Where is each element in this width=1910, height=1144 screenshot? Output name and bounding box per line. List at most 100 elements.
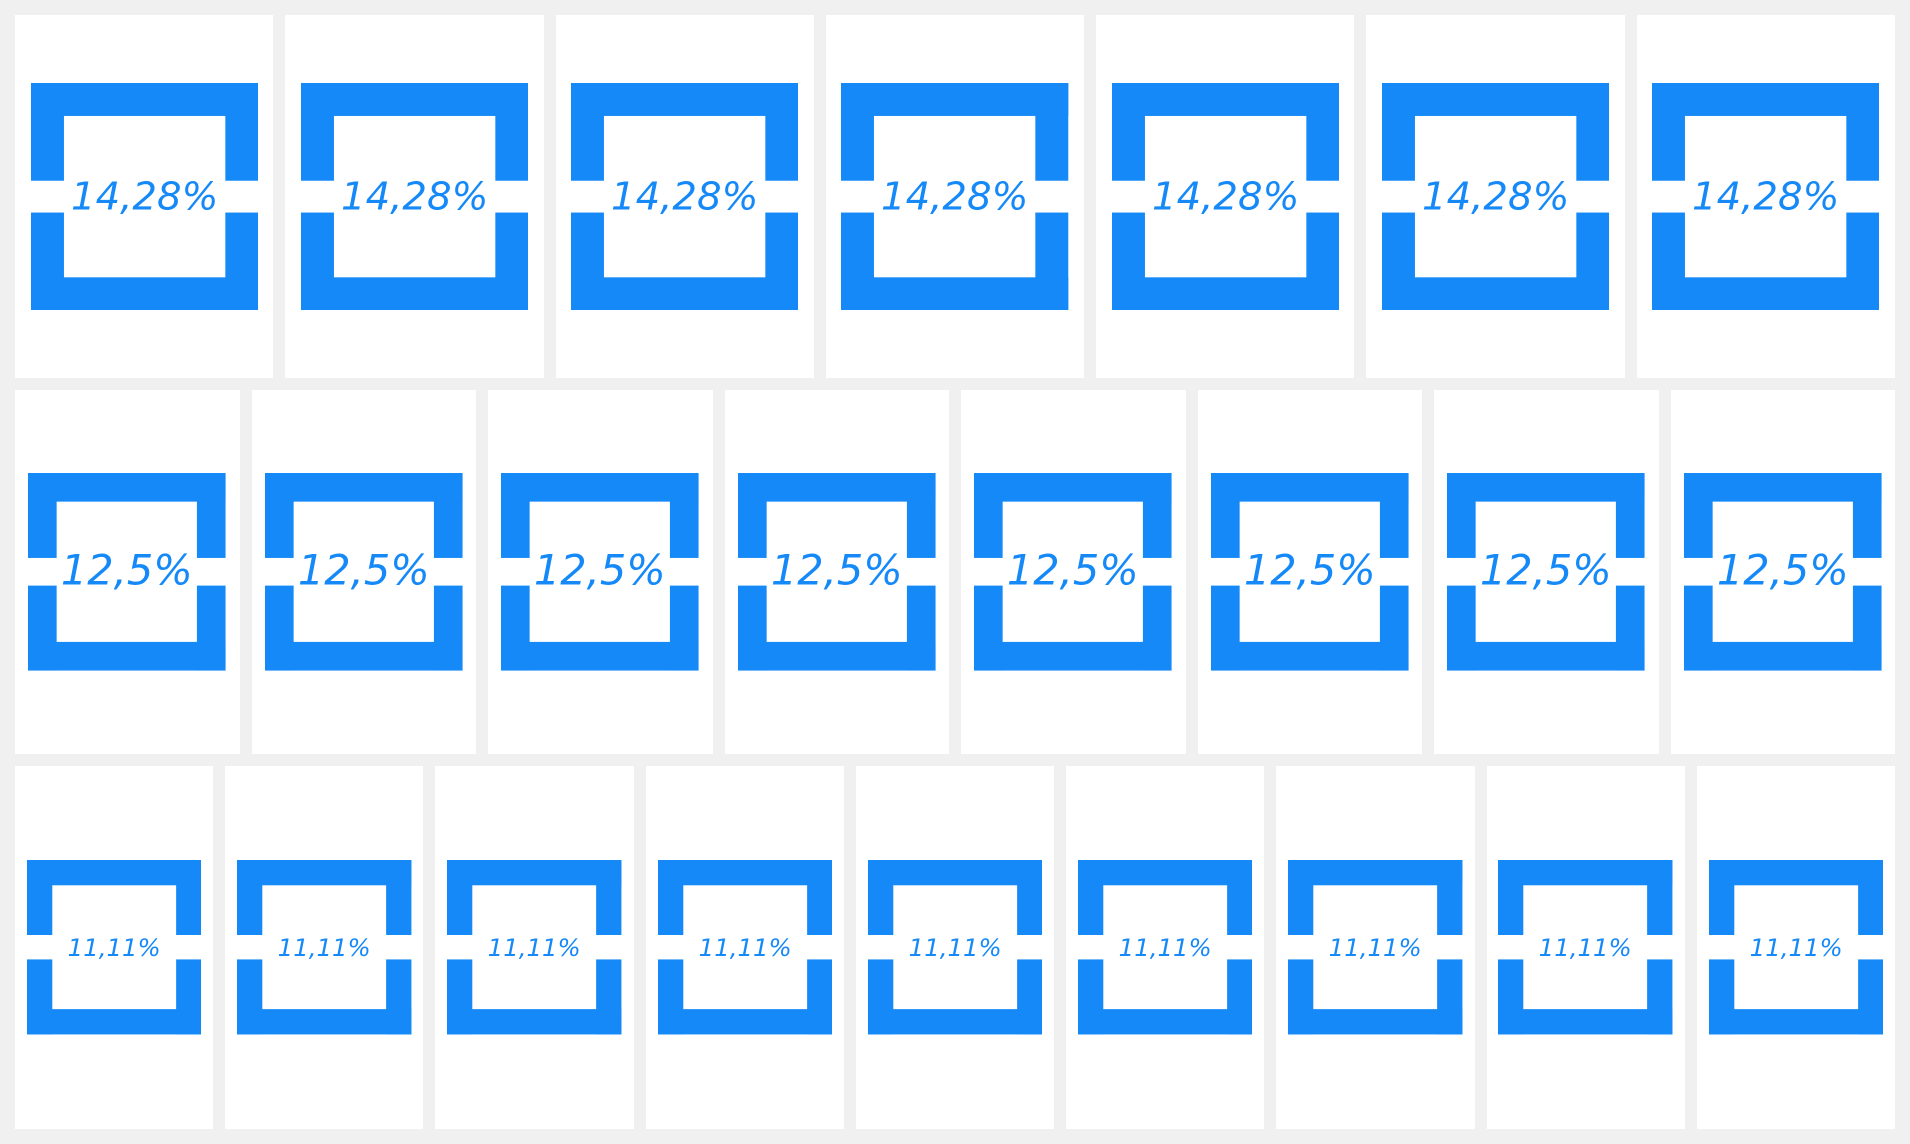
icon-bar bbox=[657, 1009, 832, 1035]
percentage-label: 11,11% bbox=[1119, 933, 1212, 962]
icon-bar bbox=[30, 83, 64, 181]
percentage-label: 12,5% bbox=[1007, 546, 1139, 595]
icon-bar bbox=[596, 959, 622, 1035]
icon-bar bbox=[1077, 860, 1104, 936]
icon-bar bbox=[867, 860, 894, 936]
icon-bar bbox=[237, 959, 263, 1035]
icon-bar bbox=[28, 585, 58, 671]
icon-bar bbox=[300, 83, 334, 181]
icon-bar bbox=[1708, 1009, 1884, 1035]
icon-bar bbox=[1498, 959, 1524, 1035]
icon-bar bbox=[1647, 959, 1673, 1035]
icon-bar bbox=[1708, 860, 1734, 936]
icon-bar bbox=[197, 473, 227, 559]
icon-bar bbox=[386, 959, 412, 1035]
icon-bar bbox=[237, 860, 412, 886]
icon-bar bbox=[501, 473, 700, 502]
icon-bar bbox=[1035, 83, 1069, 181]
icon-bar bbox=[1652, 212, 1686, 311]
icon-bar bbox=[1111, 212, 1145, 311]
percentage-label: 14,28% bbox=[1152, 174, 1299, 219]
icon-bar bbox=[28, 642, 227, 671]
icon-bar bbox=[867, 1009, 1043, 1035]
percentage-label: 14,28% bbox=[611, 174, 758, 219]
grid-cell: 14,28% bbox=[825, 15, 1085, 379]
grid-cell: 11,11% bbox=[1486, 765, 1685, 1129]
icon-bar bbox=[974, 585, 1004, 671]
grid-cell: 11,11% bbox=[645, 765, 844, 1129]
icon-bar bbox=[224, 212, 258, 311]
icon-bar bbox=[1576, 212, 1610, 311]
icon-bar bbox=[1379, 473, 1409, 559]
icon-bar bbox=[30, 277, 258, 311]
grid-cell: 11,11% bbox=[1696, 765, 1895, 1129]
icon-bar bbox=[1288, 1009, 1463, 1035]
icon-bar bbox=[1077, 1009, 1253, 1035]
grid-row: 12,5% 12,5% 12,5% 12,5% 12,5% 12,5% 12,5% 12,5% bbox=[15, 390, 1895, 754]
icon-bar bbox=[657, 860, 683, 936]
icon-bar bbox=[906, 473, 936, 559]
icon-bar bbox=[1616, 585, 1646, 671]
icon-bar bbox=[1852, 473, 1882, 559]
bracket-icon: 14,28% bbox=[30, 83, 258, 311]
grid-cell: 12,5% bbox=[724, 390, 949, 754]
bracket-icon: 11,11% bbox=[1288, 860, 1463, 1035]
icon-bar bbox=[1437, 860, 1463, 936]
icon-bar bbox=[1846, 83, 1880, 181]
icon-bar bbox=[1498, 860, 1673, 886]
grid-cell: 12,5% bbox=[251, 390, 476, 754]
icon-bar bbox=[841, 83, 875, 181]
icon-bar bbox=[1077, 860, 1253, 886]
icon-bar bbox=[737, 473, 767, 559]
bracket-icon: 11,11% bbox=[447, 860, 622, 1035]
bracket-icon: 12,5% bbox=[264, 473, 463, 671]
icon-bar bbox=[1576, 83, 1610, 181]
icon-bar bbox=[1381, 83, 1415, 181]
icon-bar bbox=[1381, 83, 1610, 116]
icon-bar bbox=[1143, 473, 1173, 559]
icon-bar bbox=[974, 473, 1004, 559]
grid-cell: 11,11% bbox=[1066, 765, 1265, 1129]
icon-bar bbox=[1857, 860, 1884, 936]
icon-bar bbox=[571, 212, 605, 311]
icon-bar bbox=[264, 473, 294, 559]
icon-bar bbox=[765, 212, 799, 311]
grid-cell: 11,11% bbox=[225, 765, 424, 1129]
icon-bar bbox=[1016, 860, 1043, 936]
icon-bar bbox=[1683, 642, 1882, 671]
icon-bar bbox=[906, 585, 936, 671]
percentage-label: 11,11% bbox=[278, 933, 371, 962]
icon-bar bbox=[501, 642, 700, 671]
icon-bar bbox=[1857, 959, 1884, 1035]
bracket-icon: 12,5% bbox=[1210, 473, 1409, 671]
percentage-label: 14,28% bbox=[71, 174, 218, 219]
icon-bar bbox=[1210, 642, 1409, 671]
icon-bar bbox=[806, 959, 832, 1035]
bracket-icon: 12,5% bbox=[974, 473, 1173, 671]
icon-bar bbox=[1852, 585, 1882, 671]
percentage-label: 12,5% bbox=[298, 546, 430, 595]
icon-bar bbox=[1652, 83, 1686, 181]
bracket-icon: 14,28% bbox=[1381, 83, 1610, 311]
icon-bar bbox=[264, 642, 463, 671]
icon-bar bbox=[1379, 585, 1409, 671]
icon-bar bbox=[1447, 473, 1646, 502]
icon-bar bbox=[1111, 83, 1145, 181]
icon-bar bbox=[670, 585, 700, 671]
grid-cell: 12,5% bbox=[488, 390, 713, 754]
percentage-label: 14,28% bbox=[881, 174, 1028, 219]
icon-bar bbox=[1447, 473, 1477, 559]
icon-bar bbox=[657, 959, 683, 1035]
grid-cell: 14,28% bbox=[285, 15, 544, 379]
grid-cell: 11,11% bbox=[855, 765, 1055, 1129]
icon-bar bbox=[264, 473, 463, 502]
icon-bar bbox=[1305, 83, 1339, 181]
icon-bar bbox=[495, 212, 529, 311]
icon-bar bbox=[197, 585, 227, 671]
icon-bar bbox=[1652, 83, 1880, 116]
icon-bar bbox=[1210, 473, 1409, 502]
grid-cell: 14,28% bbox=[1096, 15, 1355, 379]
bracket-icon: 11,11% bbox=[1077, 860, 1253, 1035]
percentage-label: 12,5% bbox=[1717, 546, 1849, 595]
icon-bar bbox=[300, 277, 529, 311]
